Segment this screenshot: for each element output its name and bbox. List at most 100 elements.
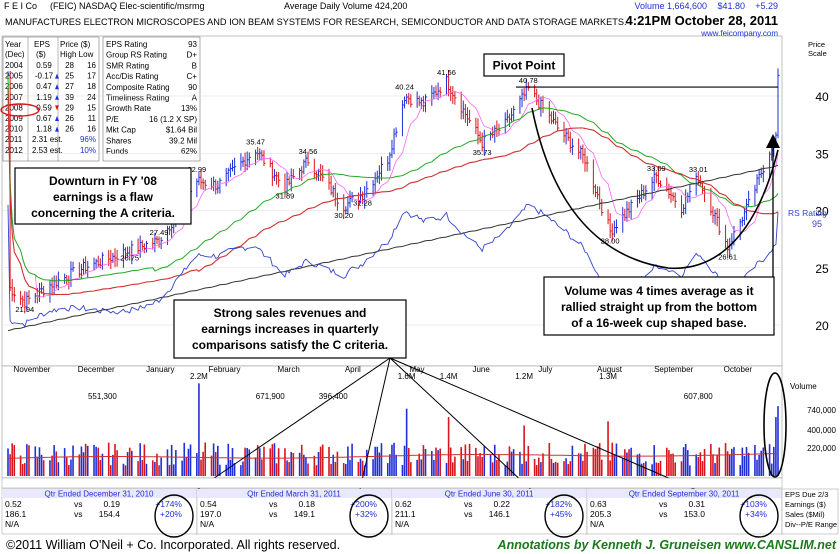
table-row-high: 96% [80, 135, 96, 144]
rating-value: 39.2 Mil [169, 136, 197, 145]
month-label: August [597, 365, 623, 374]
volume-label: 1.3M [599, 372, 617, 381]
quarter-title: Qtr Ended March 31, 2011 [247, 490, 341, 499]
table-row-year: 2011 [5, 135, 23, 144]
month-label: June [472, 365, 490, 374]
rating-value: B [192, 61, 197, 70]
rating-value: $1.64 Bil [166, 126, 197, 135]
table-row-high: 25 [65, 72, 74, 81]
rating-value: D+ [187, 51, 198, 60]
rating-value: C+ [187, 72, 198, 81]
month-label: December [78, 365, 115, 374]
table-row-low: 24 [87, 93, 96, 102]
eps-2008-circle [0, 103, 40, 117]
quarter-growth: +200% [350, 499, 377, 509]
rating-label: Funds [106, 147, 128, 156]
price-label: 40.78 [519, 76, 538, 85]
table-row-year: 2007 [5, 93, 23, 102]
month-label: September [654, 365, 693, 374]
ma200-line [7, 164, 779, 332]
rating-label: Acc/Dis Rating [106, 72, 158, 81]
quarter-vs: vs [464, 499, 473, 509]
website: www.feicompany.com [700, 29, 778, 38]
rating-label: Group RS Rating [106, 51, 167, 60]
company-description: MANUFACTURES ELECTRON MICROSCOPES AND IO… [5, 17, 627, 27]
table-row-year: 2009 [5, 114, 23, 123]
price-scale-label: Price Scale [808, 40, 827, 58]
table-row-low: 18 [87, 82, 96, 91]
volume-label: 607,800 [684, 392, 713, 401]
timestamp: 4:21PM October 28, 2011 [626, 13, 778, 28]
table-row-year: 2004 [5, 61, 23, 70]
company-name: F E I Co [4, 1, 37, 11]
month-label: April [345, 365, 361, 374]
rating-label: Shares [106, 136, 131, 145]
avg-volume: Average Daily Volume 424,200 [284, 1, 407, 11]
quarter-value: 211.1 [395, 509, 416, 519]
rating-label: SMR Rating [106, 61, 149, 70]
table-row-high: 26 [65, 125, 74, 134]
table-header: Year [5, 40, 22, 49]
volume-tick-label: 400,000 [807, 426, 836, 435]
quarter-value: N/A [590, 519, 605, 529]
quarter-value: 197.0 [200, 509, 222, 519]
quarter-growth: +32% [355, 509, 377, 519]
quarter-prior: 149.1 [294, 509, 316, 519]
annotation-pointers [184, 357, 716, 499]
table-row-low: 17 [87, 72, 96, 81]
rating-label: Growth Rate [106, 104, 151, 113]
eps-down-arrow-icon [55, 105, 59, 111]
month-label: October [724, 365, 753, 374]
table-row-year: 2006 [5, 82, 23, 91]
volume-tick-label: 220,000 [807, 444, 836, 453]
table-row-year: 2008 [5, 103, 23, 112]
eps-up-arrow-icon [55, 126, 59, 132]
price-label: 28.00 [601, 236, 620, 245]
price-tick-label: 25 [815, 262, 829, 276]
eps-up-arrow-icon [55, 84, 59, 90]
quarter-prior: 0.22 [493, 499, 510, 509]
rating-label: Composite Rating [106, 83, 170, 92]
ma50-line [7, 75, 779, 282]
eps-due-label: Div--P/E Range [785, 520, 837, 529]
table-row-eps: 0.67 [36, 114, 52, 123]
svg-text:Volume was 4 times average as: Volume was 4 times average as it rallied … [561, 284, 757, 330]
table-row-high: 39 [65, 93, 74, 102]
rating-value: 62% [181, 147, 197, 156]
price-label: 32.99 [187, 165, 206, 174]
quarter-value: 205.3 [590, 509, 612, 519]
volume-label: 1.6M [398, 372, 416, 381]
table-row-high: 27 [65, 82, 74, 91]
volume-average-line [7, 452, 779, 459]
volume-label: 1.4M [440, 372, 458, 381]
rating-label: EPS Rating [106, 40, 147, 49]
table-row-high: 28 [65, 61, 74, 70]
sales-note-box: Strong sales revenues and earnings increa… [173, 299, 407, 359]
price-quote: $41.80 [717, 1, 745, 11]
table-row-eps: 2.31 est. [32, 135, 63, 144]
month-label: January [146, 365, 174, 374]
quarter-value: N/A [395, 519, 410, 529]
eps-up-arrow-icon [55, 94, 59, 100]
price-label: 35.73 [473, 148, 492, 157]
quarter-title: Qtr Ended June 30, 2011 [445, 490, 534, 499]
ma10-line [22, 91, 779, 298]
eps-up-arrow-icon [55, 116, 59, 121]
month-label: February [208, 365, 240, 374]
rating-value: 90 [188, 83, 197, 92]
table-header: EPS [34, 40, 50, 49]
quarter-value: 0.52 [5, 499, 22, 509]
long-ma-line [7, 89, 779, 296]
rating-value: 16 (1.2 X SP) [149, 115, 197, 124]
quarter-value: 0.62 [395, 499, 412, 509]
rating-value: 13% [181, 104, 197, 113]
quarter-value: 186.1 [5, 509, 27, 519]
rs-rating-label: RS Rating [788, 208, 827, 218]
volume-axis-title: Volume [790, 382, 817, 391]
quarter-value: 0.54 [200, 499, 217, 509]
table-row-eps: 0.59 [36, 103, 52, 112]
quarterly-earnings-strip: Qtr Ended December 31, 2010 0.52 vs 0.19 +17… [1, 488, 839, 535]
price-label: 33.09 [647, 164, 666, 173]
volume-label: 2.2M [190, 372, 208, 381]
